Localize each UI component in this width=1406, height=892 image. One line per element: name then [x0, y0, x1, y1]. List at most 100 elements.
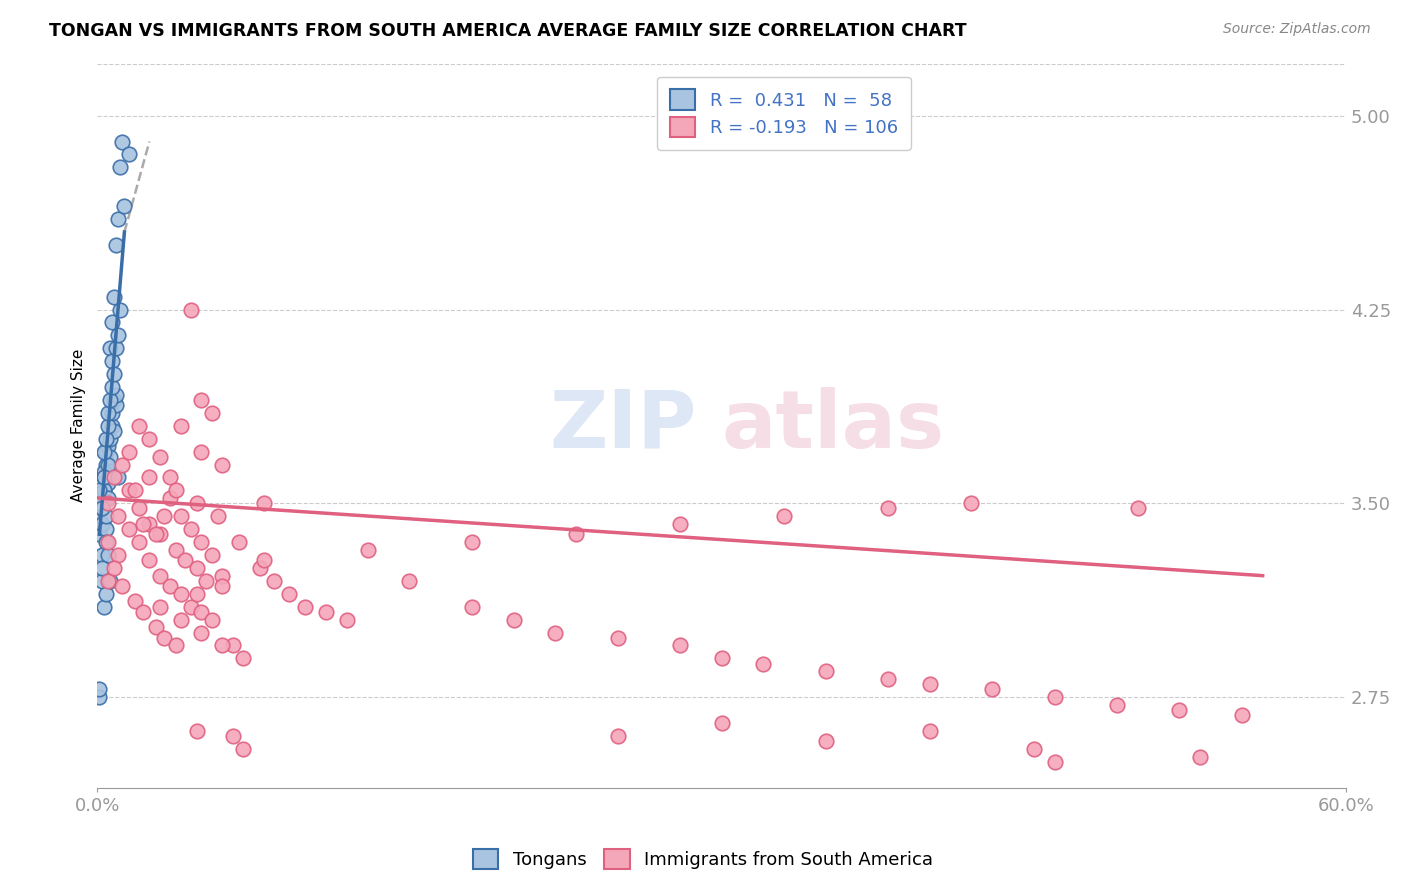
- Point: [565, 527, 588, 541]
- Point: [159, 491, 181, 505]
- Point: [211, 579, 233, 593]
- Point: [186, 561, 208, 575]
- Point: [103, 470, 125, 484]
- Point: [145, 527, 167, 541]
- Point: [544, 625, 567, 640]
- Point: [105, 341, 128, 355]
- Point: [211, 568, 233, 582]
- Point: [1022, 741, 1045, 756]
- Point: [117, 483, 139, 498]
- Point: [606, 729, 628, 743]
- Point: [228, 535, 250, 549]
- Point: [101, 315, 124, 329]
- Point: [89, 496, 111, 510]
- Point: [90, 501, 112, 516]
- Point: [138, 553, 160, 567]
- Point: [94, 522, 117, 536]
- Point: [89, 690, 111, 705]
- Point: [249, 561, 271, 575]
- Point: [103, 392, 125, 407]
- Point: [165, 542, 187, 557]
- Point: [159, 579, 181, 593]
- Point: [201, 613, 224, 627]
- Point: [117, 147, 139, 161]
- Point: [94, 587, 117, 601]
- Point: [190, 605, 212, 619]
- Point: [98, 432, 121, 446]
- Text: Source: ZipAtlas.com: Source: ZipAtlas.com: [1223, 22, 1371, 37]
- Point: [98, 392, 121, 407]
- Point: [111, 579, 134, 593]
- Point: [981, 682, 1004, 697]
- Point: [211, 458, 233, 472]
- Point: [169, 418, 191, 433]
- Point: [253, 553, 276, 567]
- Point: [1126, 501, 1149, 516]
- Point: [103, 367, 125, 381]
- Point: [263, 574, 285, 588]
- Point: [461, 599, 484, 614]
- Legend: Tongans, Immigrants from South America: Tongans, Immigrants from South America: [464, 839, 942, 879]
- Point: [190, 392, 212, 407]
- Point: [117, 444, 139, 458]
- Point: [128, 501, 150, 516]
- Point: [294, 599, 316, 614]
- Point: [277, 587, 299, 601]
- Point: [107, 548, 129, 562]
- Point: [877, 672, 900, 686]
- Point: [960, 496, 983, 510]
- Point: [90, 501, 112, 516]
- Point: [89, 483, 111, 498]
- Point: [93, 483, 115, 498]
- Point: [315, 605, 337, 619]
- Point: [232, 741, 254, 756]
- Point: [93, 444, 115, 458]
- Point: [97, 418, 120, 433]
- Point: [169, 613, 191, 627]
- Point: [180, 302, 202, 317]
- Point: [132, 605, 155, 619]
- Point: [105, 398, 128, 412]
- Point: [97, 440, 120, 454]
- Point: [94, 458, 117, 472]
- Point: [101, 354, 124, 368]
- Point: [165, 639, 187, 653]
- Point: [1043, 755, 1066, 769]
- Point: [97, 574, 120, 588]
- Point: [97, 496, 120, 510]
- Point: [110, 161, 132, 175]
- Point: [101, 418, 124, 433]
- Point: [169, 509, 191, 524]
- Point: [918, 723, 941, 738]
- Point: [606, 631, 628, 645]
- Point: [98, 574, 121, 588]
- Point: [1189, 749, 1212, 764]
- Legend: R =  0.431   N =  58, R = -0.193   N = 106: R = 0.431 N = 58, R = -0.193 N = 106: [658, 77, 911, 150]
- Text: ZIP: ZIP: [550, 387, 696, 465]
- Point: [149, 527, 172, 541]
- Point: [194, 574, 217, 588]
- Point: [94, 432, 117, 446]
- Point: [710, 715, 733, 730]
- Point: [132, 516, 155, 531]
- Point: [89, 512, 111, 526]
- Point: [93, 470, 115, 484]
- Point: [112, 199, 135, 213]
- Point: [107, 470, 129, 484]
- Point: [90, 574, 112, 588]
- Point: [138, 470, 160, 484]
- Point: [111, 458, 134, 472]
- Point: [357, 542, 380, 557]
- Point: [180, 522, 202, 536]
- Point: [773, 509, 796, 524]
- Y-axis label: Average Family Size: Average Family Size: [72, 349, 86, 502]
- Point: [97, 548, 120, 562]
- Point: [1168, 703, 1191, 717]
- Point: [110, 302, 132, 317]
- Point: [97, 475, 120, 490]
- Point: [336, 613, 359, 627]
- Point: [105, 388, 128, 402]
- Point: [165, 483, 187, 498]
- Point: [814, 734, 837, 748]
- Point: [97, 535, 120, 549]
